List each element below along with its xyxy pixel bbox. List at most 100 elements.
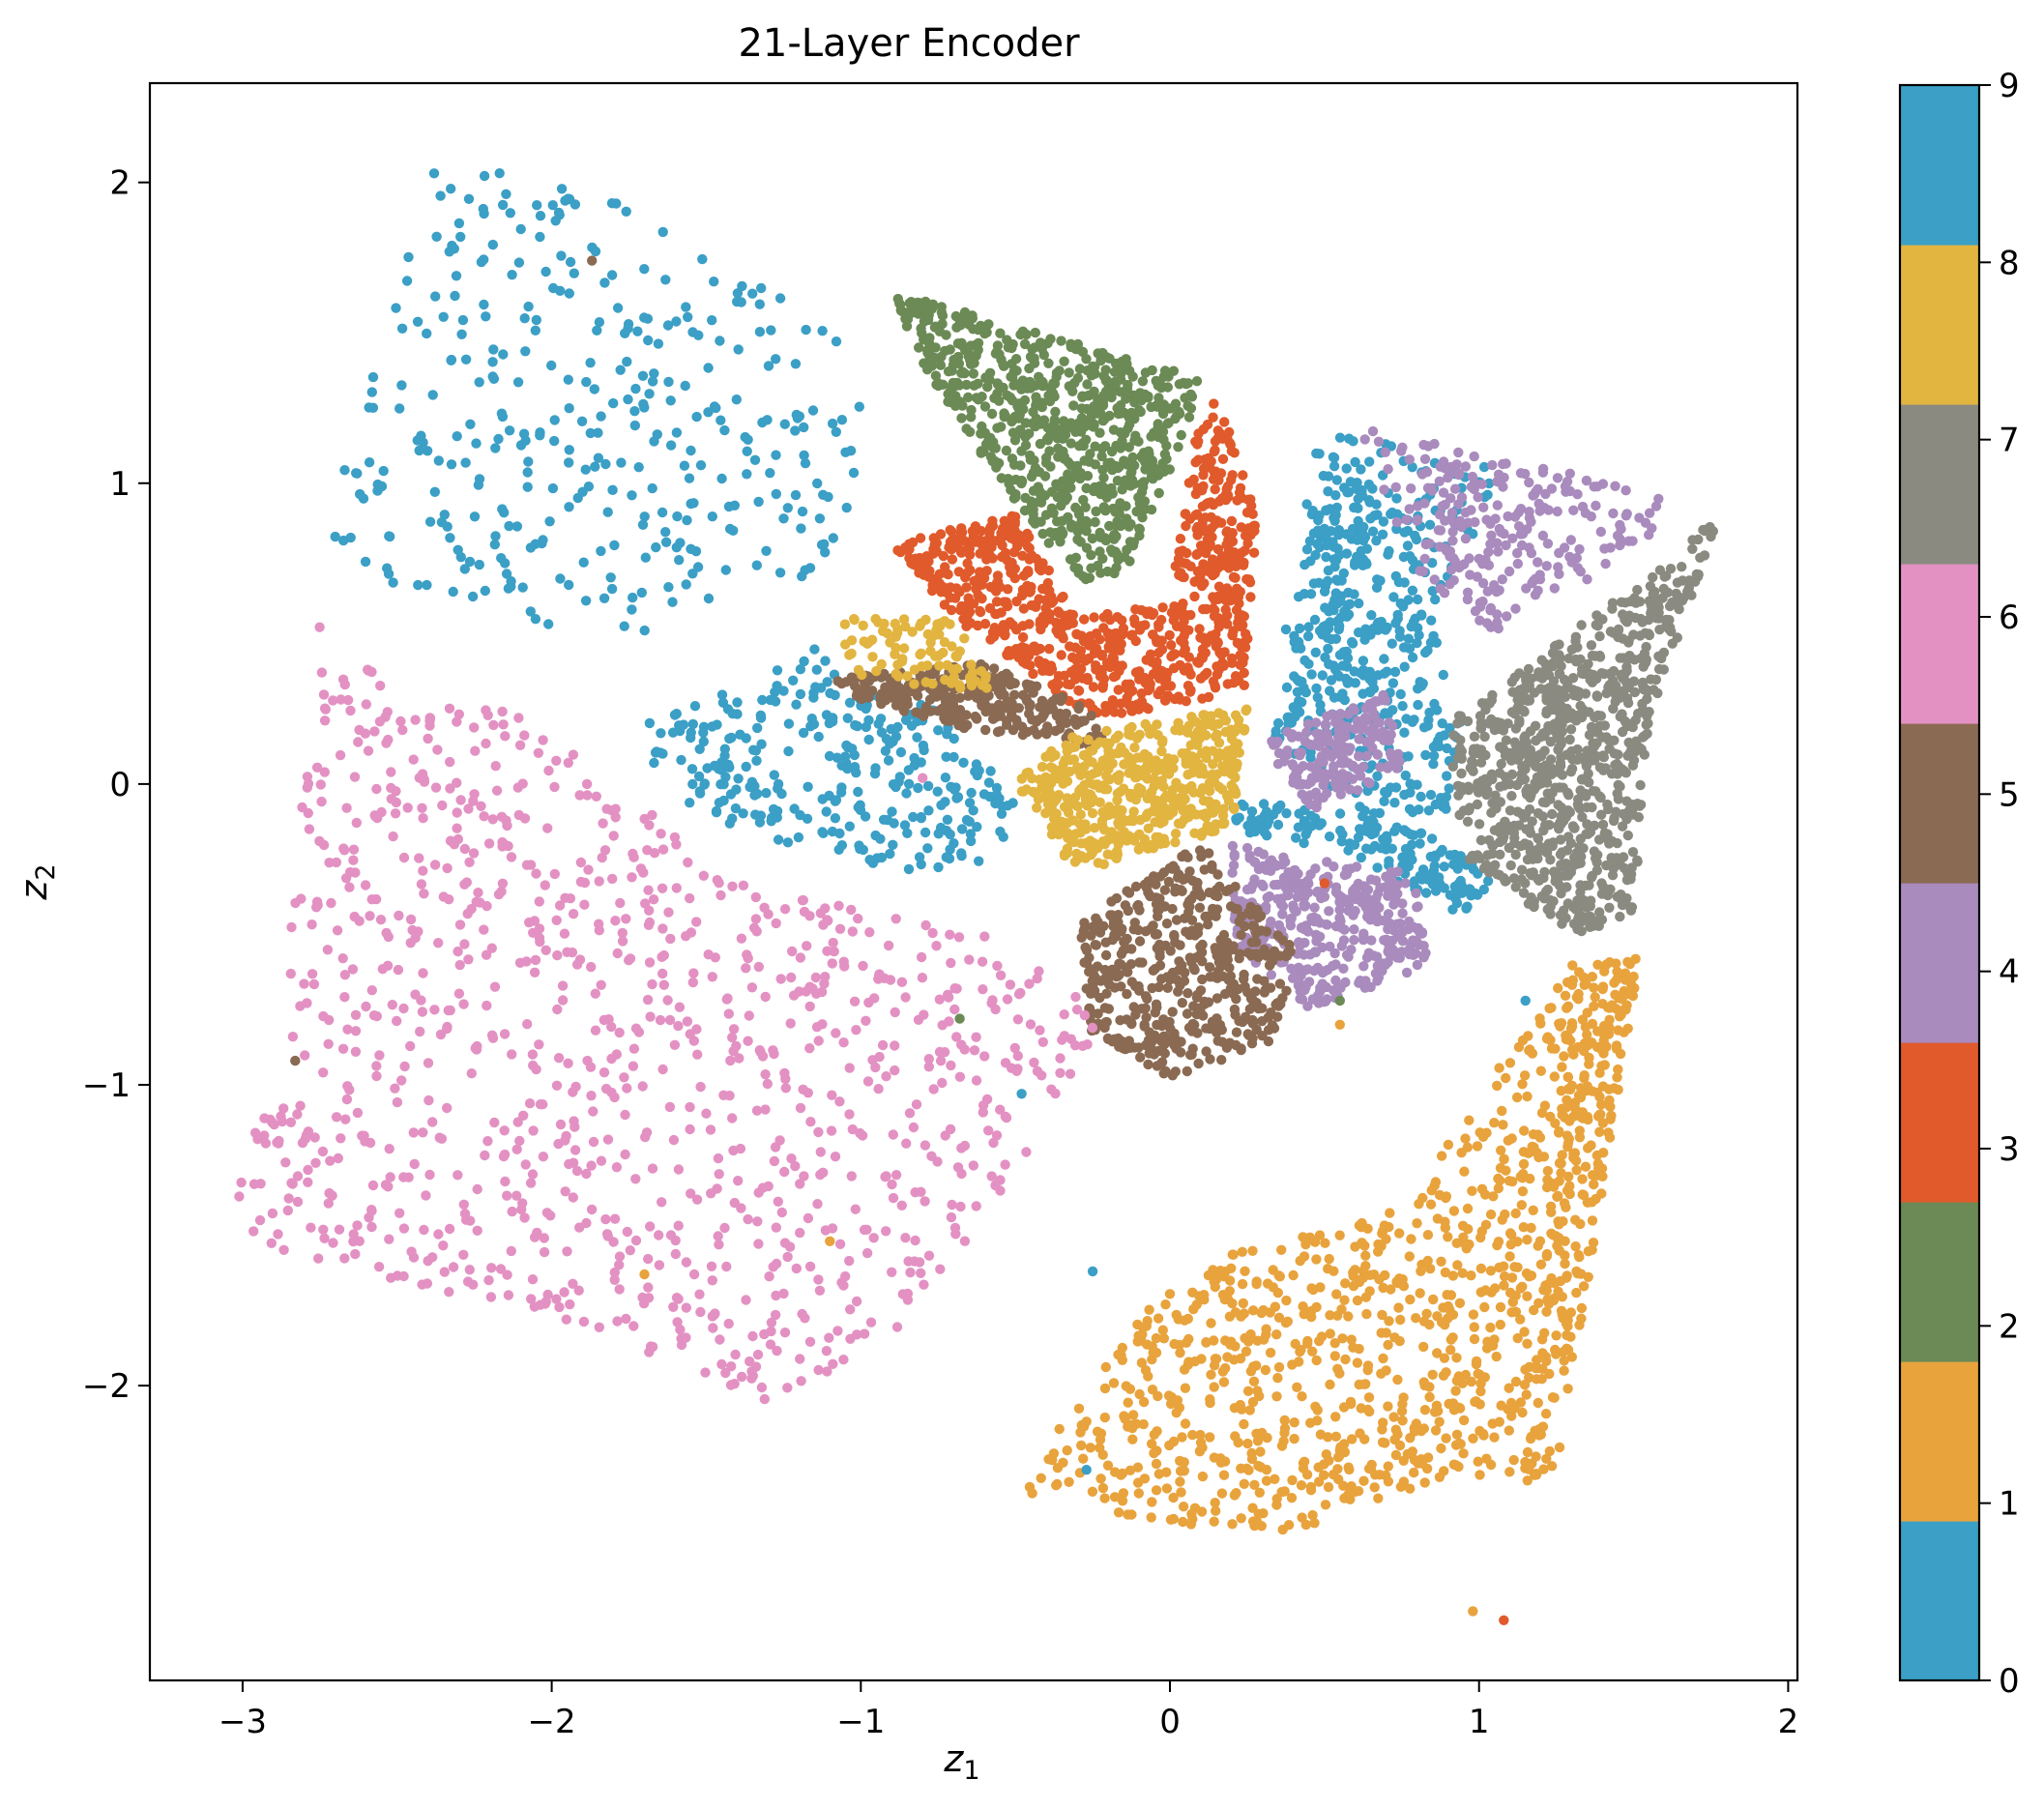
data-point	[936, 587, 947, 598]
data-point	[1386, 509, 1396, 519]
data-point	[1604, 1022, 1615, 1034]
data-point	[1561, 486, 1571, 497]
data-point	[1405, 1483, 1416, 1494]
data-point	[968, 805, 978, 816]
data-point	[1610, 481, 1621, 491]
data-point	[888, 839, 898, 850]
data-point	[1069, 664, 1080, 675]
data-point	[1008, 380, 1019, 391]
data-point	[1110, 670, 1122, 682]
data-point	[1320, 652, 1330, 663]
data-point	[793, 832, 804, 843]
data-point	[1527, 1458, 1537, 1469]
data-point	[1288, 1269, 1299, 1281]
data-point	[1334, 621, 1345, 631]
data-point	[1325, 1310, 1335, 1321]
data-point	[1520, 468, 1531, 480]
data-point	[1320, 1238, 1330, 1248]
data-point	[1336, 922, 1347, 933]
data-point	[1476, 479, 1488, 489]
data-point	[1442, 771, 1452, 781]
data-point	[1004, 479, 1014, 489]
data-point	[1630, 953, 1641, 964]
data-point	[1211, 466, 1221, 477]
data-point	[1217, 657, 1228, 668]
data-point	[1241, 842, 1253, 854]
data-point	[1238, 1298, 1249, 1309]
data-point	[1358, 881, 1369, 891]
data-point	[694, 744, 705, 754]
data-point	[1198, 470, 1209, 481]
data-point	[1332, 1310, 1343, 1322]
data-point	[1287, 973, 1299, 983]
data-point	[1279, 1427, 1290, 1439]
data-point	[773, 778, 784, 790]
data-point	[1443, 1232, 1453, 1242]
data-point	[949, 784, 960, 795]
data-point	[1425, 1199, 1437, 1210]
data-point	[983, 319, 994, 330]
data-point	[1413, 699, 1423, 711]
data-point	[1095, 427, 1105, 438]
data-point	[1589, 1001, 1599, 1012]
data-point	[1361, 1308, 1372, 1320]
data-point	[919, 569, 929, 580]
data-point	[1578, 1281, 1590, 1292]
data-point	[564, 445, 574, 455]
data-point	[1501, 1072, 1511, 1084]
data-point	[1377, 529, 1388, 540]
data-point	[1362, 1360, 1374, 1371]
data-point	[364, 402, 374, 413]
data-point	[1414, 1199, 1424, 1210]
data-point	[687, 778, 698, 790]
data-point	[629, 420, 640, 431]
data-point	[1472, 1141, 1483, 1152]
data-point	[1355, 1275, 1365, 1286]
data-point	[1378, 1282, 1388, 1294]
data-point	[923, 805, 934, 816]
data-point	[1487, 1418, 1498, 1429]
data-point	[1517, 1281, 1528, 1293]
data-point	[651, 541, 661, 553]
data-point	[885, 848, 895, 860]
data-point	[892, 293, 903, 305]
data-point	[751, 788, 763, 800]
data-point	[1404, 1251, 1416, 1262]
data-point	[490, 443, 501, 453]
data-point	[945, 537, 956, 547]
data-point	[1356, 852, 1367, 863]
data-point	[1363, 1392, 1375, 1403]
data-point	[1566, 1044, 1578, 1056]
data-point	[1365, 826, 1376, 836]
data-point	[1386, 1284, 1396, 1295]
data-point	[1471, 1396, 1481, 1407]
data-point	[1330, 887, 1342, 897]
data-point	[1626, 981, 1638, 992]
data-point	[1228, 571, 1240, 583]
data-point	[1444, 783, 1454, 794]
data-point	[560, 195, 570, 206]
data-point	[1271, 1500, 1282, 1510]
data-point	[1072, 372, 1084, 384]
data-point	[1468, 529, 1478, 540]
data-point	[1383, 1461, 1394, 1472]
data-point	[1017, 642, 1028, 653]
data-point	[906, 720, 918, 731]
data-point	[1147, 1497, 1157, 1507]
data-point	[1158, 1068, 1169, 1079]
data-point	[1099, 1383, 1111, 1394]
data-point	[1485, 1266, 1497, 1276]
data-point	[639, 511, 650, 522]
data-point	[911, 306, 921, 317]
data-point	[1191, 549, 1202, 560]
data-point	[1123, 379, 1133, 391]
data-point	[1577, 1174, 1588, 1184]
data-point	[1582, 1007, 1592, 1018]
data-point	[657, 226, 668, 238]
data-point	[1559, 1356, 1569, 1366]
data-point	[1117, 356, 1127, 367]
data-point	[687, 569, 698, 579]
data-point	[1559, 1365, 1569, 1376]
data-point	[1570, 1214, 1581, 1225]
data-point	[530, 614, 541, 625]
